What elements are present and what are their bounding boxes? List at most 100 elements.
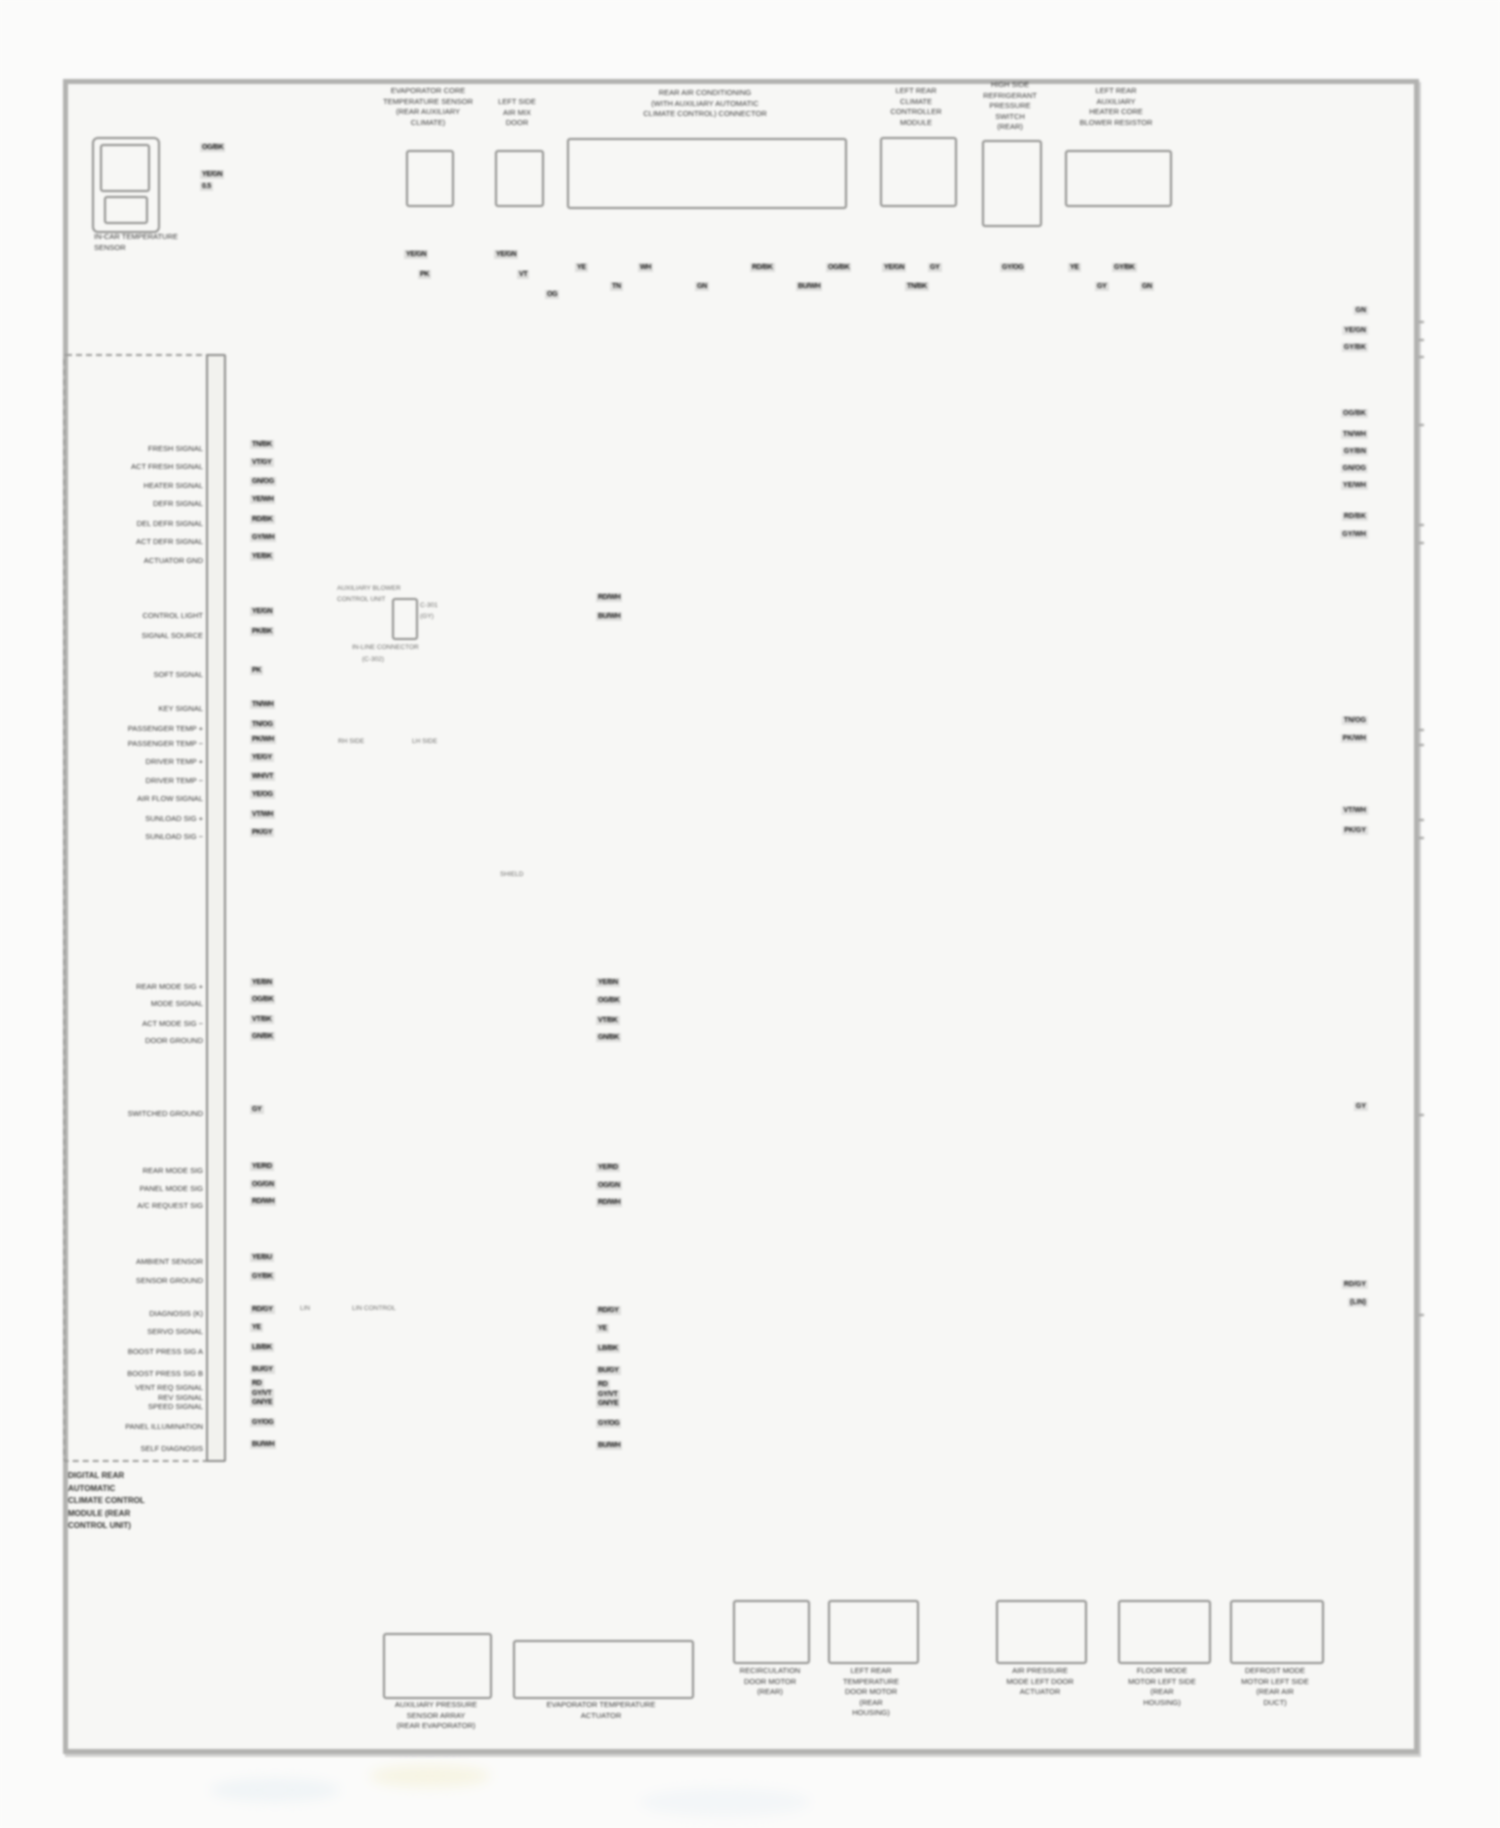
wire-code-label: YE/RD	[250, 1162, 274, 1171]
component-box-air-mode-left-actuator	[996, 1600, 1087, 1664]
component-label: TEMPERATURE SENSOR	[383, 96, 473, 106]
ecu-row-label: DEL DEFR SIGNAL	[136, 519, 203, 528]
wire-code-label: YE/BK	[250, 552, 274, 561]
edge-wire-label: PK/WH	[1340, 734, 1368, 743]
wire-code-label: YE/BN	[250, 978, 274, 987]
component-label: MODE LEFT DOOR	[1006, 1676, 1074, 1686]
component-box-floor-mode-motor	[1118, 1600, 1211, 1664]
wire-code-label: PK/WH	[250, 735, 276, 744]
edge-wire-label: GY/WH	[1340, 530, 1368, 539]
ecu-row-label: BOOST PRESS SIG A	[127, 1347, 203, 1356]
ecu-row-label: SWITCHED GROUND	[127, 1109, 203, 1118]
wire-code-label: GY/VT	[596, 1390, 620, 1399]
component-label: (REAR)	[757, 1687, 783, 1696]
wire-code-label: YE	[575, 263, 588, 272]
wire-code-label: BU/WH	[250, 1440, 277, 1449]
wire-code-label: RD/WH	[250, 1197, 277, 1206]
component-label: BLOWER RESISTOR	[1079, 117, 1153, 127]
component-label: AUXILIARY PRESSURE	[394, 1700, 478, 1709]
component-label: (REAR AUXILIARY	[395, 107, 461, 116]
edge-wire-label: GY/BK	[1341, 343, 1368, 352]
component-label: TEMPERATURE	[842, 1676, 900, 1686]
component-label: HOUSING)	[852, 1708, 890, 1717]
wire-code-label: RD	[596, 1380, 610, 1389]
wire-code-label: PK/BK	[250, 627, 275, 636]
ecu-row-label: ACT DEFR SIGNAL	[136, 537, 203, 546]
wire-code-label: RD/BK	[250, 515, 275, 524]
wire-code-label: YE/GN	[250, 607, 275, 616]
wire-code-label: GN/OG	[250, 477, 276, 486]
component-label: LEFT SIDE	[498, 97, 536, 106]
ecu-row-label: BOOST PRESS SIG B	[127, 1369, 203, 1378]
wire-code-label: PK/GY	[250, 828, 275, 837]
wire-code-label: YE/GN	[494, 250, 519, 259]
annotation: AUXILIARY BLOWER	[337, 585, 401, 592]
component-box-aux-pressure-sensor-array	[383, 1633, 492, 1699]
component-label: HOUSING)	[1143, 1697, 1181, 1707]
wire-code-label: YE/GN	[200, 170, 225, 179]
component-label: ACTUATOR	[1019, 1687, 1061, 1696]
artifact-smudge	[370, 1765, 490, 1787]
wire-code-label: OG	[545, 290, 560, 299]
ecu-row-label: DOOR GROUND	[145, 1036, 203, 1045]
wire-code-label: BU/GY	[596, 1366, 621, 1375]
wire-code-label: GY/WH	[250, 533, 277, 542]
wire-code-label: GY/BK	[1112, 263, 1137, 272]
wire-code-label: PK	[418, 270, 432, 279]
ecu-module-label: CLIMATE CONTROL	[68, 1496, 145, 1505]
component-label: CONTROLLER	[890, 107, 942, 116]
component-label: SENSOR ARRAY	[406, 1710, 466, 1720]
component-label: REFRIGERANT	[983, 90, 1037, 100]
wire-code-label: YE/RD	[596, 1163, 620, 1172]
component-label: FLOOR MODE	[1136, 1666, 1188, 1675]
annotation: LIN	[300, 1305, 311, 1312]
wire-code-label: RD/GY	[250, 1305, 275, 1314]
annotation: SHIELD	[500, 871, 524, 878]
ecu-row-label: DRIVER TEMP −	[145, 776, 203, 785]
component-box-sensor-inner	[100, 144, 150, 192]
ecu-row-label: MODE SIGNAL	[150, 999, 203, 1008]
component-box-recirc-door-motor	[733, 1600, 810, 1664]
component-box-evap-core-temp-sensor	[406, 150, 454, 207]
ecu-row-label: SERVO SIGNAL	[147, 1327, 203, 1336]
wire-code-label: BU/WH	[596, 612, 623, 621]
wire-code-label: YE/GN	[882, 263, 907, 272]
wire-code-label: RD/GY	[596, 1306, 621, 1315]
wire-code-label: YE	[596, 1324, 609, 1333]
wire-code-label: GN/YE	[596, 1399, 621, 1408]
edge-wire-label: PK/GY	[1342, 826, 1368, 835]
edge-wire-label: GN/OG	[1340, 464, 1368, 473]
annotation: LIN CONTROL	[352, 1305, 396, 1312]
ecu-row-label: VENT REQ SIGNAL	[135, 1383, 203, 1392]
ecu-row-label: DEFR SIGNAL	[152, 499, 203, 508]
ecu-row-label: KEY SIGNAL	[158, 704, 203, 713]
ecu-row-label: AMBIENT SENSOR	[136, 1257, 203, 1266]
annotation: IN-LINE CONNECTOR	[352, 644, 419, 651]
component-label: DOOR	[505, 118, 529, 127]
wire-code-label: VT/BK	[596, 1016, 620, 1025]
artifact-smudge	[210, 1778, 340, 1802]
edge-wire-label: YE/GN	[1342, 326, 1368, 335]
component-box-defrost-mode-motor	[1230, 1600, 1324, 1664]
component-label: RECIRCULATION	[739, 1666, 801, 1675]
component-label: AIR PRESSURE	[1012, 1666, 1068, 1675]
component-label: AUXILIARY	[1096, 96, 1136, 106]
wire-code-label: OG/GN	[250, 1180, 276, 1189]
component-label: LEFT REAR	[1095, 86, 1137, 95]
wire-code-label: LB/BK	[596, 1344, 620, 1353]
edge-wire-label: TN/WH	[1341, 430, 1368, 439]
wire-code-label: GY	[1095, 282, 1109, 291]
component-box-pressure-switch	[982, 140, 1042, 227]
edge-wire-label: GN	[1353, 306, 1368, 315]
wire-code-label: GY/OG	[250, 1418, 276, 1427]
component-label: CLIMATE CONTROL) CONNECTOR	[643, 109, 767, 118]
wire-code-label: OG/GN	[596, 1181, 622, 1190]
component-label: HIGH SIDE	[990, 80, 1030, 89]
ecu-row-label: ACT FRESH SIGNAL	[131, 462, 203, 471]
component-label: SWITCH	[995, 111, 1025, 121]
wire-code-label: GN/YE	[250, 1398, 275, 1407]
component-label: (REAR)	[997, 122, 1023, 131]
component-label: (REAR EVAPORATOR)	[396, 1721, 476, 1730]
ecu-row-label: REAR MODE SIG	[142, 1166, 203, 1175]
component-box-left-temp-door-motor	[828, 1600, 919, 1664]
